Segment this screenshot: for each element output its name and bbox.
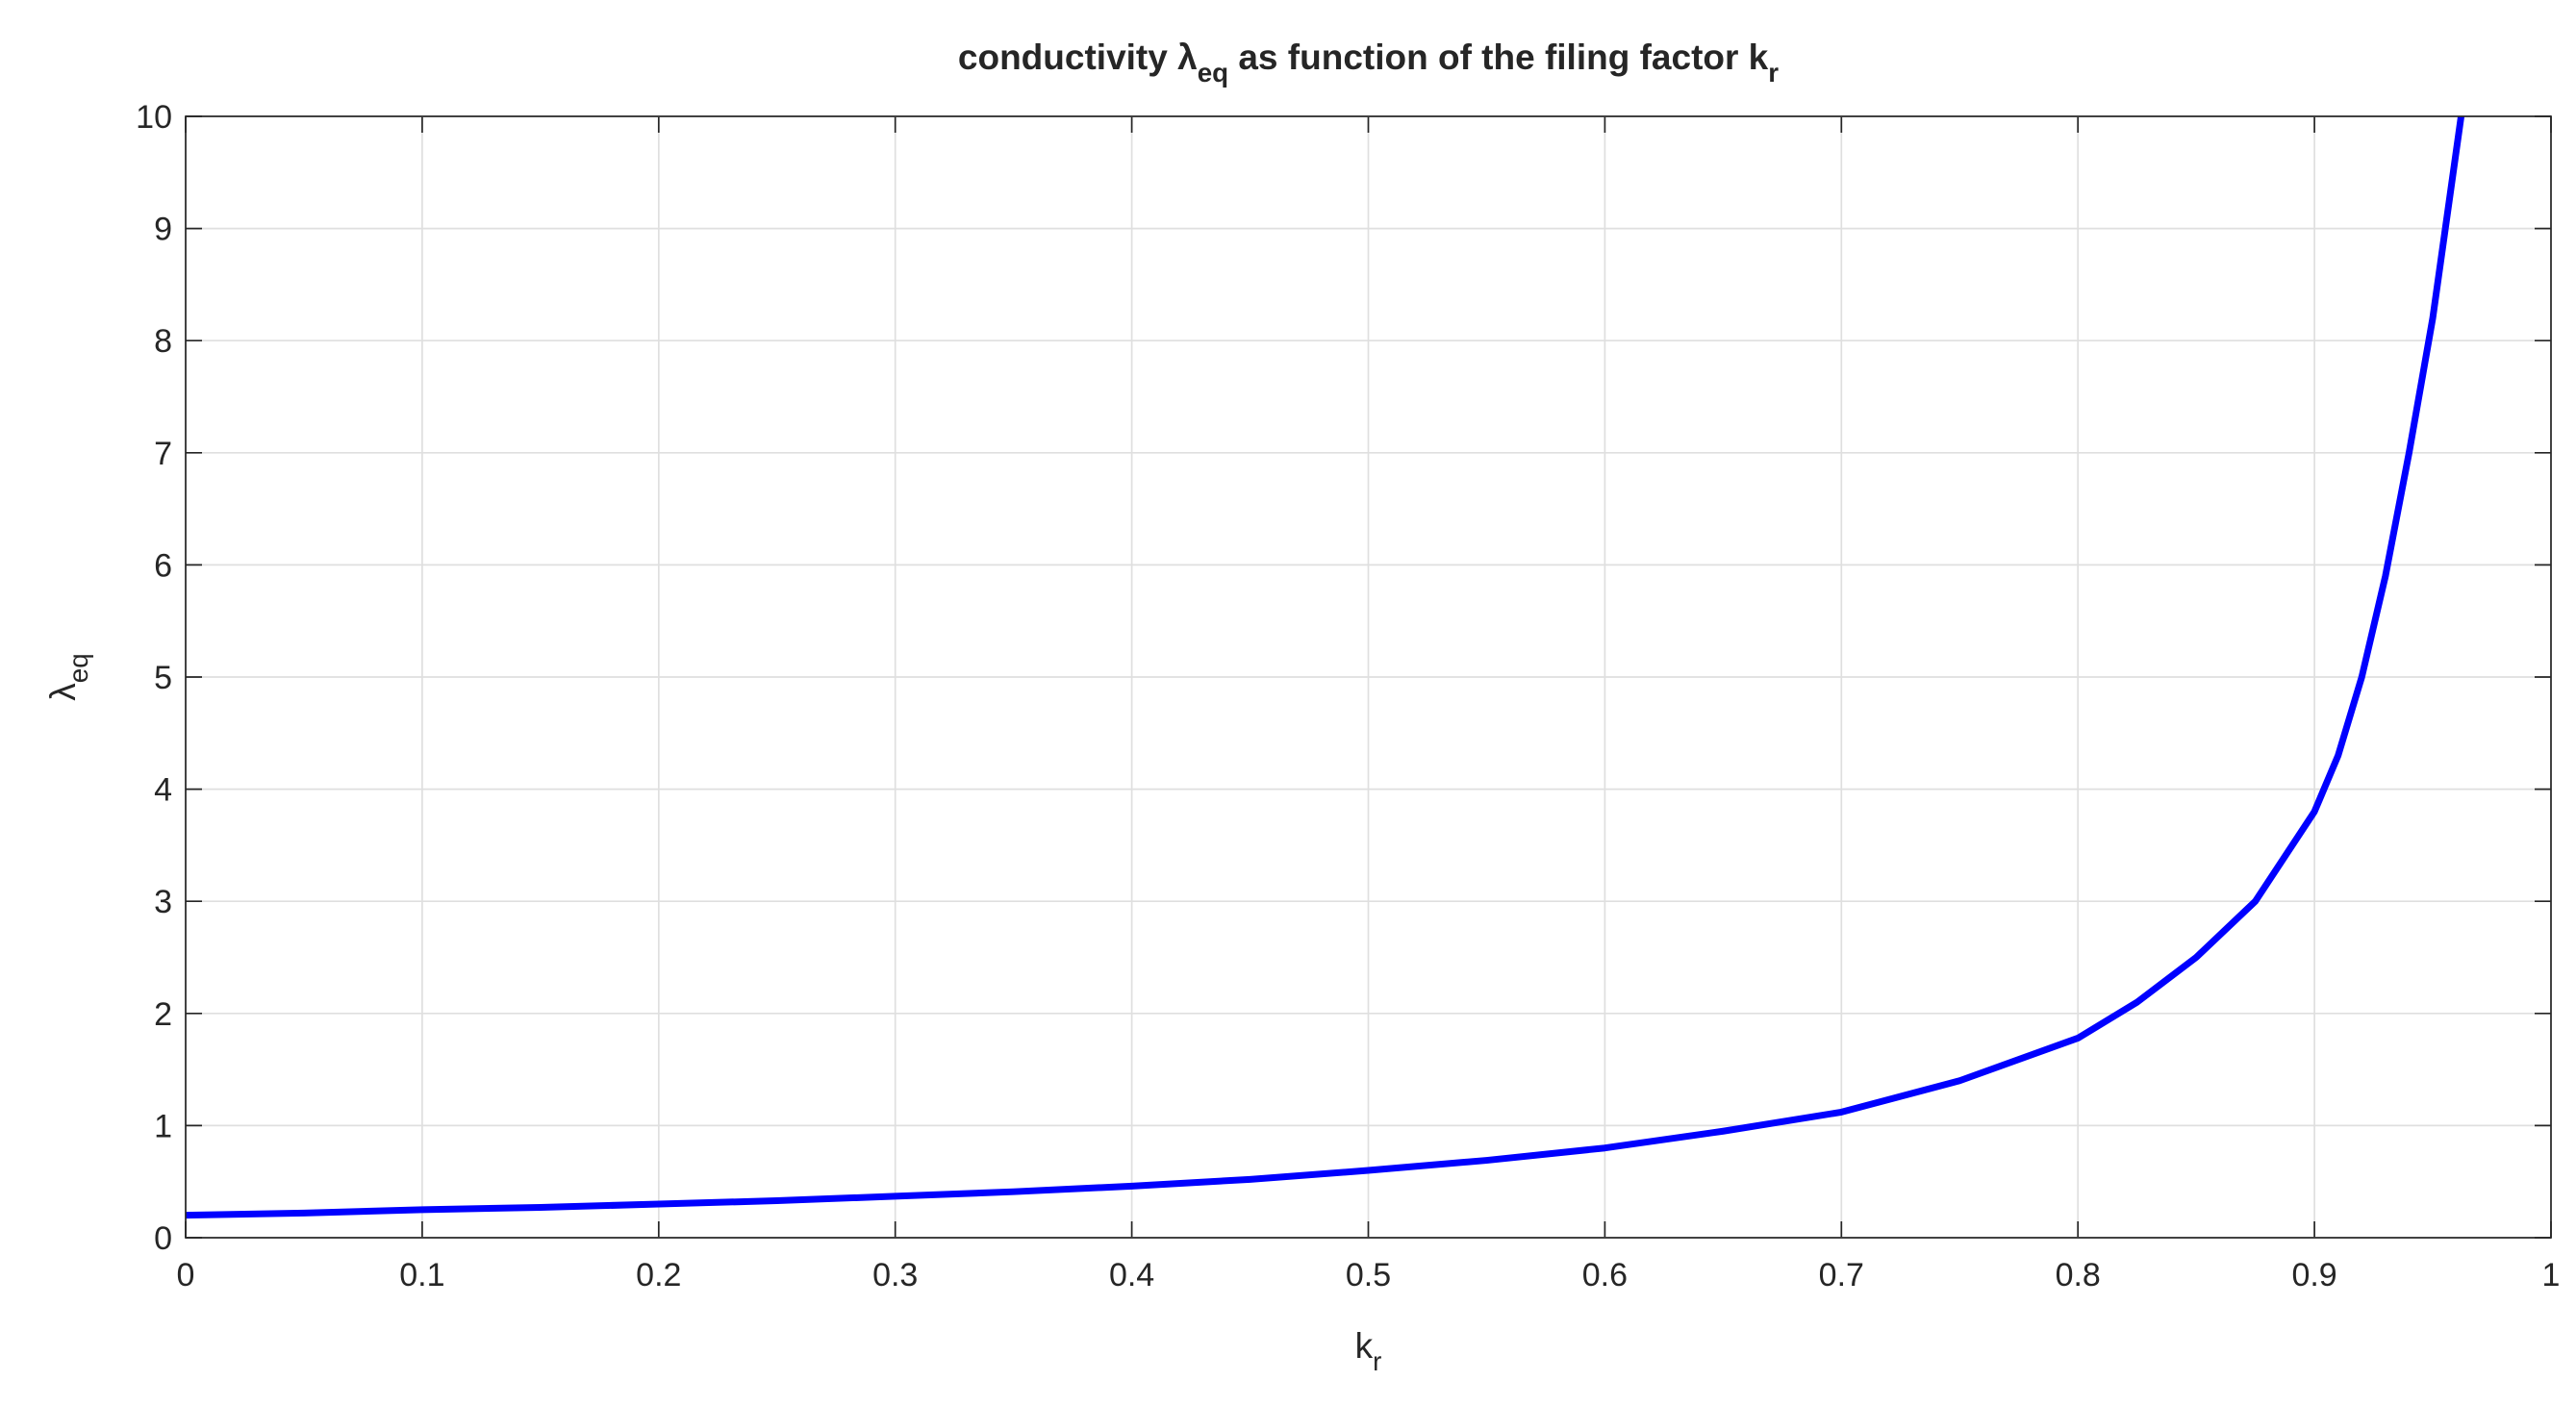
y-tick-label: 3 bbox=[154, 884, 172, 920]
x-tick-label: 0.5 bbox=[1346, 1257, 1391, 1293]
x-axis-label-subscript: r bbox=[1373, 1346, 1381, 1376]
axes-box bbox=[185, 115, 2552, 1239]
y-axis-label: λeq bbox=[43, 653, 93, 700]
y-tick-label: 2 bbox=[154, 996, 172, 1033]
x-tick-label: 0.7 bbox=[1819, 1257, 1864, 1293]
chart-title: conductivity λeq as function of the fili… bbox=[958, 38, 1779, 88]
y-tick-label: 10 bbox=[136, 99, 172, 136]
y-tick-label: 1 bbox=[154, 1108, 172, 1144]
x-tick-label: 0.1 bbox=[399, 1257, 444, 1293]
y-tick-label: 8 bbox=[154, 323, 172, 360]
y-tick-label: 4 bbox=[154, 772, 172, 809]
chart-title-subscript: eq bbox=[1198, 58, 1228, 88]
x-tick-label: 0.2 bbox=[636, 1257, 681, 1293]
chart-title-subscript: r bbox=[1768, 58, 1779, 88]
y-tick-label: 7 bbox=[154, 436, 172, 472]
x-axis-label: kr bbox=[1355, 1326, 1382, 1376]
x-tick-label: 0.8 bbox=[2056, 1257, 2101, 1293]
x-tick-label: 0.3 bbox=[872, 1257, 918, 1293]
data-line bbox=[186, 115, 2465, 1219]
y-tick-label: 9 bbox=[154, 212, 172, 248]
y-axis-label-subscript: eq bbox=[63, 653, 93, 683]
y-tick-label: 5 bbox=[154, 660, 172, 696]
x-tick-label: 0.4 bbox=[1109, 1257, 1154, 1293]
x-tick-label: 0 bbox=[177, 1257, 195, 1293]
x-axis-label-part: k bbox=[1355, 1326, 1374, 1366]
chart-title-part: conductivity λ bbox=[958, 38, 1198, 77]
x-tick-label: 1 bbox=[2542, 1257, 2561, 1293]
x-tick-label: 0.9 bbox=[2291, 1257, 2336, 1293]
y-tick-label: 6 bbox=[154, 547, 172, 584]
chart-title-part: as function of the filing factor k bbox=[1228, 38, 1769, 77]
x-tick-label: 0.6 bbox=[1582, 1257, 1628, 1293]
y-axis-label-part: λ bbox=[43, 683, 83, 701]
y-tick-label: 0 bbox=[154, 1220, 172, 1257]
